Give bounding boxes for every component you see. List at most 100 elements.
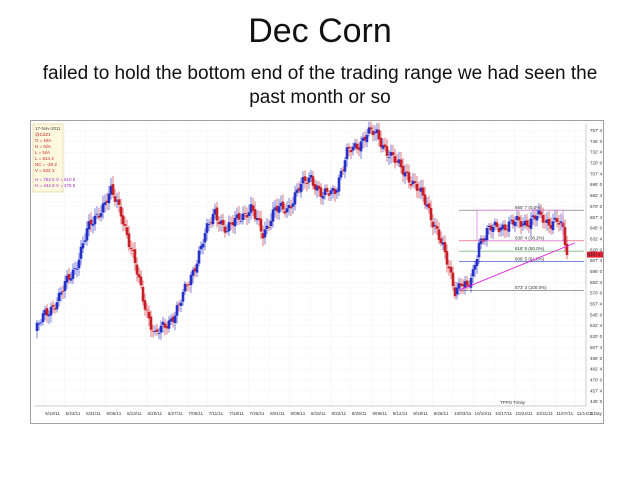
candle-body xyxy=(453,287,457,297)
x-tick-label: 6/06/11 xyxy=(107,411,122,416)
candle-body xyxy=(295,189,299,193)
candle-body xyxy=(563,227,567,246)
x-tick-label: 5/23/11 xyxy=(66,411,81,416)
y-tick-label: 670' 0 xyxy=(590,204,603,209)
candle-body xyxy=(157,333,161,334)
candlestick-chart: 665' 7 (0.0%) 630' 4 (38.2%) 618' 5 (50.0%… xyxy=(30,120,604,424)
candle-body xyxy=(177,303,181,305)
candle-body xyxy=(141,287,145,302)
candle-body xyxy=(69,278,73,281)
candle-body xyxy=(393,156,397,163)
candle-body xyxy=(353,143,357,148)
candle-body xyxy=(443,242,447,253)
candle-body xyxy=(115,200,119,202)
candle-body xyxy=(357,147,361,150)
x-tick-label: 10/24/11 xyxy=(515,411,533,416)
candle-body xyxy=(341,169,345,171)
x-tick-label: 8/01/11 xyxy=(270,411,285,416)
candle-body xyxy=(217,222,221,225)
x-tick-label: 6/13/11 xyxy=(127,411,142,416)
candle-body xyxy=(111,184,115,195)
candle-body xyxy=(249,204,253,213)
candle-body xyxy=(435,226,439,229)
candle-body xyxy=(515,215,519,221)
trading-range-box xyxy=(476,209,564,242)
candle-body xyxy=(303,176,307,182)
candle-body xyxy=(345,147,349,160)
candle-body xyxy=(103,202,107,206)
candle-body xyxy=(163,323,167,328)
info-line: NC = -20 2 xyxy=(35,162,57,167)
candle-body xyxy=(311,176,315,186)
candle-body xyxy=(187,284,191,285)
candle-body xyxy=(139,276,143,286)
candle-body xyxy=(75,268,79,270)
candle-body xyxy=(89,219,93,225)
candle-body xyxy=(523,220,527,226)
candle-body xyxy=(211,213,215,225)
candle-body xyxy=(455,287,459,295)
candle-body xyxy=(113,196,117,202)
candle-body xyxy=(509,219,513,221)
candle-body xyxy=(549,224,553,229)
candle-body xyxy=(203,233,207,243)
y-tick-label: 645' 0 xyxy=(590,226,603,231)
candle-body xyxy=(431,221,435,228)
candle-body xyxy=(377,129,381,140)
axes: 757' 4 745' 0 732' 4 720' 0 707' 4 695' 0 682'… xyxy=(34,124,603,416)
candle-body xyxy=(547,218,551,226)
candle-body xyxy=(387,157,391,159)
candle-body xyxy=(269,220,273,227)
candle-body xyxy=(483,238,487,241)
candle-body xyxy=(161,321,165,325)
candle-body xyxy=(325,187,329,192)
candle-body xyxy=(183,283,187,292)
candles xyxy=(35,121,569,340)
candle-body xyxy=(77,259,81,269)
overlays: 614' 4 xyxy=(458,209,603,291)
candle-body xyxy=(151,330,155,332)
candle-body xyxy=(437,229,441,240)
candle-body xyxy=(457,283,461,289)
candle-body xyxy=(543,221,547,223)
candle-body xyxy=(409,184,413,186)
candle-body xyxy=(479,238,483,245)
candle-body xyxy=(493,221,497,226)
info-line: H = 444 9 V = 476 5 xyxy=(35,183,76,188)
candle-body xyxy=(101,203,105,213)
candle-body xyxy=(259,218,263,232)
candle-body xyxy=(193,268,197,272)
x-tick-label: 9/26/11 xyxy=(434,411,449,416)
y-tick-label: 570' 0 xyxy=(590,291,603,296)
x-tick-label: 10/17/11 xyxy=(495,411,513,416)
candle-body xyxy=(477,242,481,258)
candle-body xyxy=(521,223,525,226)
candle-body xyxy=(209,222,213,224)
candle-body xyxy=(67,274,71,280)
candle-body xyxy=(433,225,437,227)
candle-body xyxy=(381,145,385,149)
candle-body xyxy=(245,214,249,218)
y-tick-label: 507' 4 xyxy=(590,345,603,350)
candle-body xyxy=(559,221,563,223)
x-tick-label: 8/22/11 xyxy=(331,411,346,416)
candle-body xyxy=(155,329,159,332)
y-tick-label: 732' 4 xyxy=(590,150,603,155)
candle-body xyxy=(363,136,367,141)
candle-body xyxy=(93,215,97,225)
candle-body xyxy=(307,177,311,183)
chart-frame xyxy=(30,120,604,424)
candle-body xyxy=(351,146,355,151)
candle-body xyxy=(255,218,259,221)
candle-body xyxy=(257,218,261,221)
candle-body xyxy=(47,314,51,317)
candle-body xyxy=(271,209,275,222)
candle-body xyxy=(145,309,149,311)
candle-body xyxy=(191,269,195,276)
candle-body xyxy=(79,246,83,259)
candle-body xyxy=(323,188,327,196)
candle-body xyxy=(131,249,135,251)
candle-body xyxy=(339,171,343,178)
candle-body xyxy=(153,330,157,332)
candle-body xyxy=(349,150,353,153)
